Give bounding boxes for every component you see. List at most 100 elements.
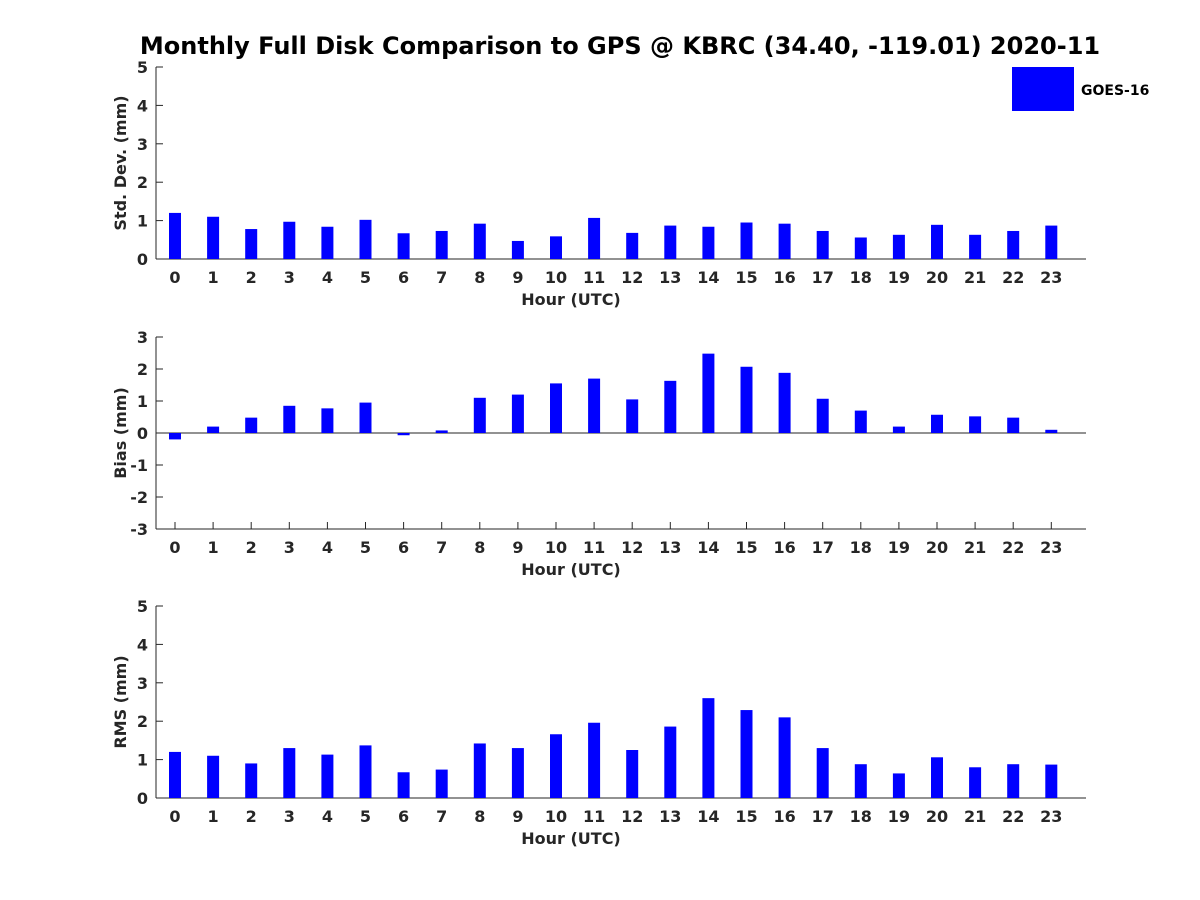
y-tick-label: 3 [137,328,148,347]
x-axis-label: Hour (UTC) [521,560,621,579]
x-tick-label: 15 [735,538,757,557]
y-tick-label: 3 [137,674,148,693]
bar-hour-16 [778,223,791,259]
x-tick-label: 16 [773,538,795,557]
x-tick-label: 9 [512,807,523,826]
bar-hour-0 [169,212,181,259]
bar-hour-9 [511,240,524,259]
x-tick-label: 11 [583,538,605,557]
y-tick-label: 2 [137,712,148,731]
bar-hour-1 [207,426,220,433]
bar-hour-12 [626,399,639,433]
x-tick-label: 3 [284,538,295,557]
x-tick-label: 14 [697,538,719,557]
x-tick-label: 13 [659,807,681,826]
x-tick-label: 23 [1040,807,1062,826]
bar-hour-23 [1045,764,1058,798]
bar-hour-2 [245,417,258,433]
bar-hour-9 [511,394,524,433]
x-tick-label: 8 [474,807,485,826]
bar-hour-18 [854,410,867,433]
bar-hour-13 [664,726,677,798]
bar-hour-12 [626,750,639,798]
y-tick-label: 4 [137,96,148,115]
bar-hour-19 [892,426,905,433]
legend-label: GOES-16 [1081,83,1149,99]
bar-hour-0 [169,751,181,798]
x-tick-label: 6 [398,807,409,826]
x-tick-label: 10 [545,807,567,826]
x-tick-label: 5 [360,268,371,287]
y-tick-label: 0 [137,424,148,443]
x-tick-label: 0 [169,268,180,287]
bar-hour-19 [892,234,905,259]
x-tick-label: 18 [850,807,872,826]
bar-hour-1 [207,216,220,259]
x-tick-label: 5 [360,538,371,557]
bar-hour-7 [435,769,448,798]
bar-hour-21 [969,234,982,259]
x-tick-label: 8 [474,538,485,557]
x-tick-label: 10 [545,268,567,287]
y-tick-label: 4 [137,635,148,654]
x-tick-label: 0 [169,807,180,826]
bar-hour-23 [1045,429,1058,433]
bar-hour-16 [778,717,791,798]
x-tick-label: 21 [964,538,986,557]
y-tick-label: 1 [137,392,148,411]
bar-hour-21 [969,416,982,433]
x-tick-label: 22 [1002,268,1024,287]
x-tick-label: 3 [284,268,295,287]
x-tick-label: 21 [964,268,986,287]
bar-hour-20 [931,224,943,259]
x-tick-label: 13 [659,268,681,287]
bar-hour-22 [1007,764,1020,798]
bar-hour-6 [397,233,410,259]
y-tick-label: 3 [137,135,148,154]
x-axis-label: Hour (UTC) [521,290,621,309]
bar-hour-12 [626,232,639,259]
x-tick-label: 17 [812,268,834,287]
y-tick-label: -1 [130,456,148,475]
x-tick-label: 10 [545,538,567,557]
x-tick-label: 15 [735,807,757,826]
bar-hour-4 [321,226,334,259]
bar-hour-16 [778,372,791,433]
bar-hour-13 [664,225,677,259]
bar-hour-4 [321,408,334,433]
x-tick-label: 7 [436,807,447,826]
x-tick-label: 22 [1002,538,1024,557]
x-tick-label: 21 [964,807,986,826]
x-tick-label: 17 [812,538,834,557]
x-tick-label: 19 [888,807,910,826]
x-tick-label: 13 [659,538,681,557]
x-tick-label: 2 [246,807,257,826]
x-tick-label: 4 [322,807,333,826]
x-tick-label: 2 [246,538,257,557]
x-tick-label: 17 [812,807,834,826]
bar-hour-14 [702,353,715,433]
x-tick-label: 11 [583,807,605,826]
bar-hour-14 [702,698,715,798]
x-tick-label: 16 [773,807,795,826]
x-tick-label: 1 [208,807,219,826]
legend: GOES-16 [1012,67,1149,111]
x-tick-label: 5 [360,807,371,826]
x-tick-label: 12 [621,807,643,826]
bar-hour-6 [397,772,410,798]
bar-hour-3 [283,221,296,259]
x-tick-label: 19 [888,268,910,287]
bar-hour-17 [816,230,829,259]
y-tick-label: 1 [137,212,148,231]
bar-hour-15 [740,710,753,798]
y-tick-label: 0 [137,789,148,808]
x-tick-label: 23 [1040,538,1062,557]
chart-title: Monthly Full Disk Comparison to GPS @ KB… [140,32,1100,60]
bar-hour-4 [321,754,334,798]
x-tick-label: 20 [926,268,948,287]
